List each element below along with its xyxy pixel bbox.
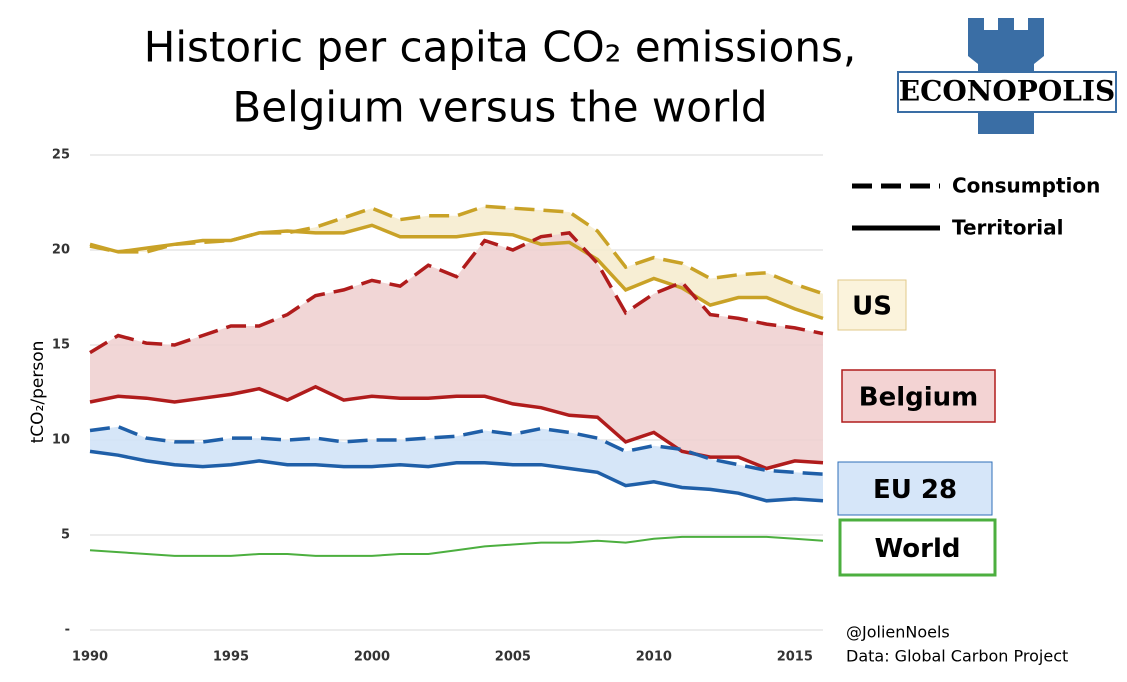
y-tick-label: 10: [52, 433, 70, 448]
y-tick-label: 20: [52, 243, 70, 258]
x-tick-label: 2000: [354, 650, 390, 665]
region-label: US: [852, 292, 892, 322]
x-tick-label: 2010: [636, 650, 672, 665]
region-box: [841, 369, 996, 423]
consumption-line: [89, 424, 824, 476]
band: [90, 232, 823, 469]
x-tick-label: 1995: [213, 650, 249, 665]
logo: ECONOPOLIS: [897, 18, 1117, 134]
region-label: World: [875, 534, 961, 564]
chart-title: Historic per capita CO₂ emissions,: [144, 23, 856, 72]
y-axis-label: tCO₂/person: [28, 341, 48, 444]
plot-area: [89, 154, 824, 631]
region-box: [837, 279, 907, 331]
x-tick-label: 2005: [495, 650, 531, 665]
y-tick-label: -: [65, 623, 70, 638]
territorial-line: [89, 223, 824, 321]
x-tick-label: 2015: [777, 650, 813, 665]
territorial-line: [89, 535, 824, 557]
region-box: [838, 518, 997, 577]
y-tick-label: 15: [52, 338, 70, 353]
consumption-line: [89, 231, 824, 355]
annotation: @JolienNoels: [846, 623, 950, 642]
x-tick-label: 1990: [72, 650, 108, 665]
y-tick-label: 5: [61, 528, 70, 543]
region-label: EU 28: [873, 475, 957, 505]
region-box: [837, 461, 993, 516]
region-label: Belgium: [859, 383, 979, 413]
annotation: Data: Global Carbon Project: [846, 647, 1068, 666]
logo-box: [897, 71, 1117, 113]
y-tick-label: 25: [52, 148, 70, 163]
chart-title: Belgium versus the world: [232, 83, 767, 132]
logo-text: ECONOPOLIS: [899, 75, 1115, 108]
legend-label: Territorial: [952, 216, 1064, 240]
legend-label: Consumption: [952, 174, 1100, 198]
territorial-line: [89, 449, 824, 503]
